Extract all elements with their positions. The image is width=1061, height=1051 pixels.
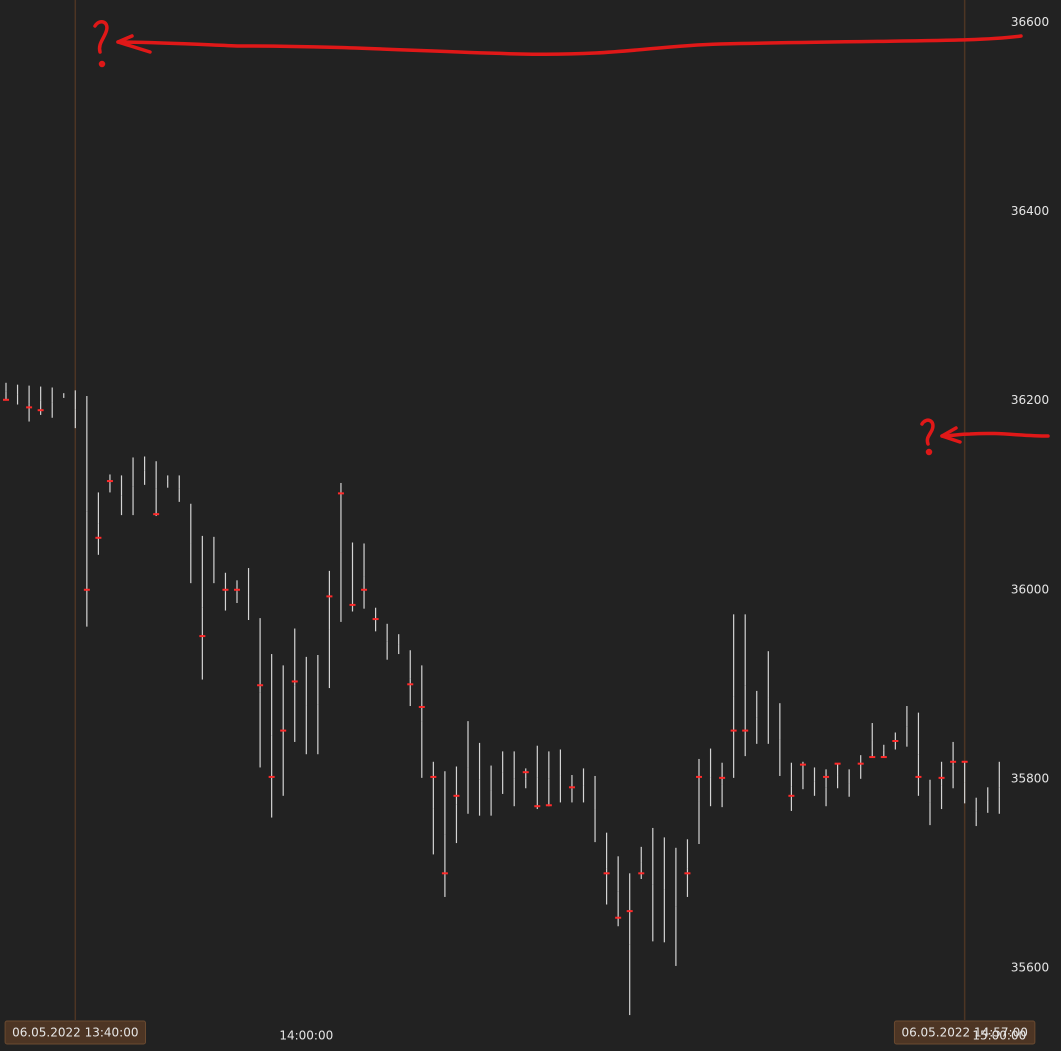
x-tick-label: 06.05.2022 13:40:00 <box>12 1026 138 1040</box>
plot: 35600 35800 36000 36200 36400 36600 06.05.2022… <box>3 0 1049 1045</box>
x-cursor-label: 06.05.2022 14:57:00 <box>893 1020 1036 1045</box>
arrow-head <box>116 34 152 54</box>
question-mark <box>920 418 935 446</box>
y-tick-label: 36400 <box>1011 204 1049 218</box>
question-dot <box>98 60 106 68</box>
arrow-line <box>940 431 1050 438</box>
y-tick-label: 36200 <box>1011 393 1049 407</box>
annotation-right <box>920 418 1050 456</box>
question-mark <box>93 20 109 54</box>
y-tick-label: 36000 <box>1011 582 1049 596</box>
label-box <box>4 1020 147 1045</box>
annotation-top <box>93 20 1023 68</box>
y-tick-label: 36600 <box>1011 15 1049 29</box>
y-tick-label: 35600 <box>1011 960 1049 974</box>
label-box <box>893 1020 1036 1045</box>
x-tick-label: 15:00:00 <box>972 1029 1026 1043</box>
arrow-head <box>940 426 962 444</box>
x-cursor-label: 06.05.2022 13:40:00 <box>4 1020 147 1045</box>
question-dot <box>925 448 933 456</box>
x-tick-label: 06.05.2022 14:57:00 <box>901 1026 1027 1040</box>
y-tick-label: 35800 <box>1011 771 1049 785</box>
x-tick-label: 14:00:00 <box>279 1029 333 1043</box>
arrow-line <box>116 34 1023 56</box>
